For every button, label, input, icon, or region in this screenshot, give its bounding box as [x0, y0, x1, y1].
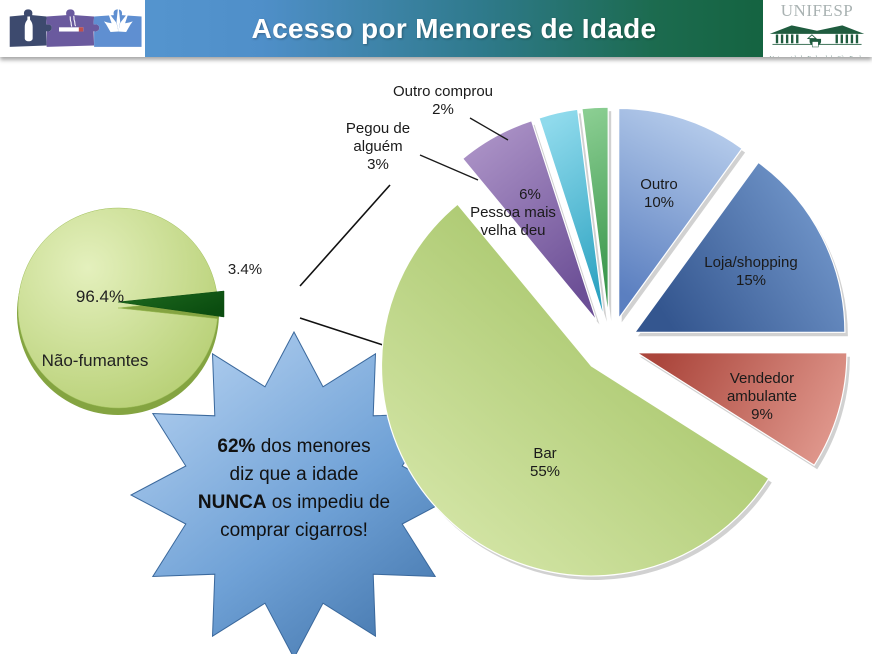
svg-text:comprar cigarros!: comprar cigarros! — [220, 520, 368, 541]
svg-text:10%: 10% — [644, 194, 674, 211]
svg-text:velha deu: velha deu — [480, 222, 545, 239]
svg-text:Pessoa mais: Pessoa mais — [470, 204, 556, 221]
svg-text:Outro: Outro — [640, 176, 678, 193]
svg-text:15%: 15% — [736, 272, 766, 289]
svg-text:Pegou de: Pegou de — [346, 120, 410, 137]
svg-text:9%: 9% — [751, 406, 773, 423]
svg-text:ambulante: ambulante — [727, 388, 797, 405]
svg-text:55%: 55% — [530, 463, 560, 480]
svg-text:alguém: alguém — [353, 138, 402, 155]
svg-text:Outro comprou: Outro comprou — [393, 83, 493, 100]
svg-text:2%: 2% — [432, 101, 454, 118]
svg-text:3%: 3% — [367, 156, 389, 173]
svg-text:Loja/shopping: Loja/shopping — [704, 254, 797, 271]
svg-text:Vendedor: Vendedor — [730, 370, 794, 387]
svg-text:NUNCA os impediu de: NUNCA os impediu de — [198, 492, 390, 513]
svg-text:Bar: Bar — [533, 445, 556, 462]
svg-text:diz que a idade: diz que a idade — [230, 464, 359, 485]
svg-text:6%: 6% — [519, 186, 541, 203]
